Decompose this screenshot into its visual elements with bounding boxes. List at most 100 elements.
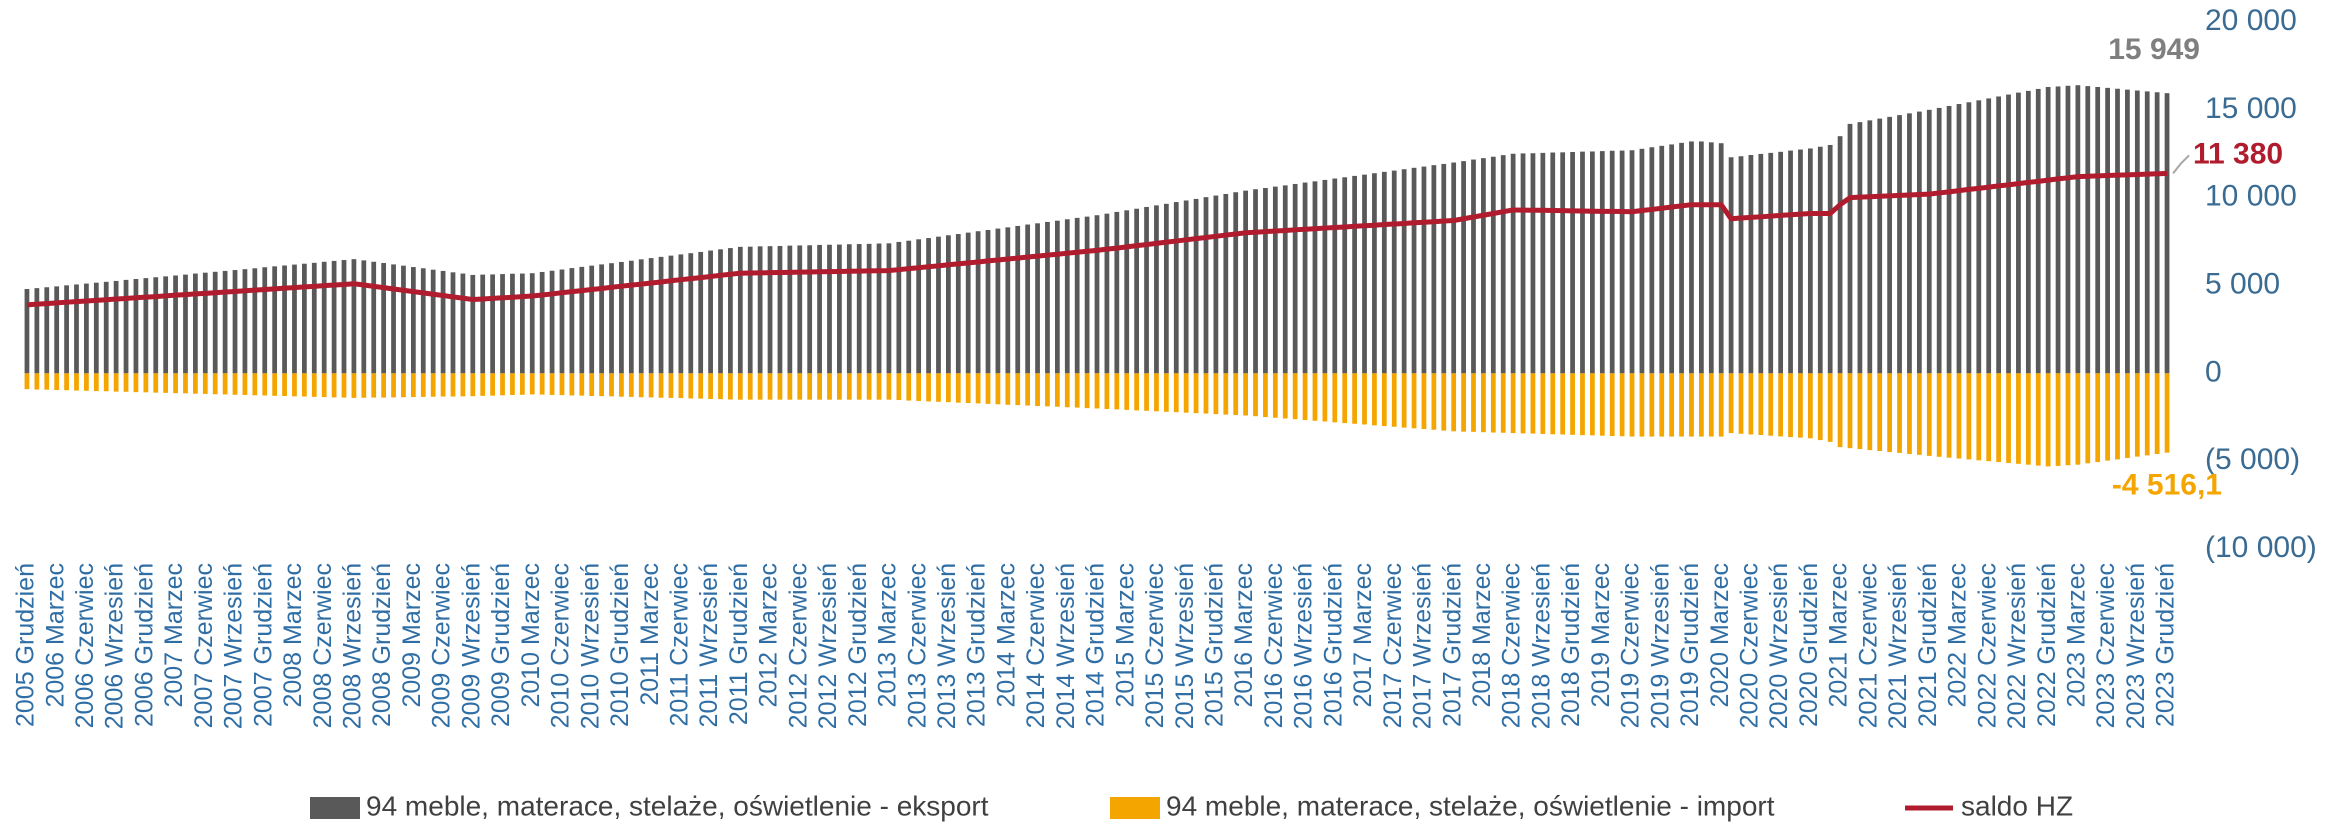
x-tick-label: 2013 Wrzesień — [933, 563, 961, 729]
bar — [1827, 373, 1833, 442]
bar — [1372, 173, 1377, 374]
x-tick-label: 2020 Grudzień — [1795, 563, 1823, 727]
bar — [1590, 151, 1595, 374]
bar — [609, 373, 614, 397]
bar — [222, 270, 228, 374]
bar — [936, 373, 941, 402]
bar — [1253, 373, 1258, 417]
bar — [420, 373, 426, 397]
bar — [1431, 373, 1437, 430]
bar — [1005, 227, 1011, 374]
bar — [1490, 373, 1496, 433]
bar — [1798, 149, 1803, 374]
bar — [1768, 152, 1774, 374]
bar — [420, 268, 426, 374]
bar — [44, 287, 50, 374]
bar — [1084, 373, 1090, 409]
bar — [1857, 373, 1863, 450]
bar — [1629, 150, 1635, 374]
bar — [341, 260, 347, 374]
legend-swatch — [1110, 797, 1160, 819]
bar — [1342, 177, 1348, 374]
x-tick-label: 2012 Wrzesień — [814, 563, 842, 729]
bar — [103, 373, 109, 392]
bar — [737, 373, 743, 400]
bar — [123, 373, 129, 392]
bar — [1490, 156, 1496, 374]
bar — [2045, 86, 2051, 374]
y-tick-label: (10 000) — [2205, 531, 2317, 564]
bar — [1094, 373, 1100, 409]
bar — [351, 259, 357, 374]
bar — [1292, 373, 1298, 420]
x-tick-label: 2017 Grudzień — [1438, 563, 1466, 727]
bar — [1272, 186, 1278, 374]
x-tick-label: 2022 Czerwiec — [1973, 563, 2001, 728]
bar — [1500, 373, 1506, 433]
bar — [946, 235, 951, 374]
bar — [1500, 155, 1506, 374]
bar — [807, 373, 813, 400]
x-tick-label: 2022 Grudzień — [2033, 563, 2061, 727]
bar — [1847, 373, 1853, 449]
bar — [1263, 373, 1268, 418]
y-tick-label: 10 000 — [2205, 180, 2297, 213]
bar — [232, 373, 238, 395]
bar — [837, 373, 842, 400]
bar — [837, 244, 842, 374]
bar — [1144, 206, 1149, 374]
bar — [2065, 373, 2071, 466]
bar — [2115, 88, 2120, 374]
bar — [1837, 373, 1843, 448]
x-tick-label: 2021 Czerwiec — [1854, 563, 1882, 728]
bar — [1926, 373, 1932, 456]
x-tick-label: 2019 Marzec — [1587, 563, 1615, 708]
bar — [1758, 153, 1764, 374]
y-tick-label: 5 000 — [2205, 267, 2280, 300]
bar — [1510, 373, 1516, 434]
bar — [2144, 373, 2150, 456]
bar — [1154, 373, 1159, 412]
x-tick-label: 2019 Wrzesień — [1646, 563, 1674, 729]
x-tick-label: 2023 Czerwiec — [2092, 563, 2120, 728]
x-tick-label: 2006 Czerwiec — [71, 563, 99, 728]
bar — [688, 253, 694, 374]
bar — [321, 261, 327, 374]
bar — [1134, 208, 1140, 374]
bar — [1629, 373, 1635, 437]
bar — [559, 373, 565, 396]
legend-label: saldo HZ — [1961, 790, 2073, 821]
bar — [747, 246, 753, 374]
line — [26, 170, 2168, 308]
bar — [401, 373, 406, 398]
bar — [1471, 159, 1476, 374]
bar — [2035, 373, 2041, 466]
bar — [1609, 150, 1615, 374]
bar — [1193, 198, 1199, 374]
x-tick-label: 2010 Wrzesień — [576, 563, 604, 729]
bar — [74, 284, 79, 374]
bar — [34, 373, 40, 390]
y-tick-label: 0 — [2205, 355, 2222, 388]
bar — [470, 373, 476, 397]
bar — [1748, 373, 1754, 435]
bar — [1738, 156, 1744, 374]
bar — [955, 234, 961, 374]
data-label: 15 949 — [2108, 33, 2200, 66]
bar — [1134, 373, 1140, 411]
bar — [619, 373, 624, 397]
bar — [1708, 373, 1714, 437]
bar — [846, 244, 852, 374]
x-tick-label: 2015 Czerwiec — [1141, 563, 1169, 728]
bar — [64, 285, 69, 374]
x-tick-label: 2021 Grudzień — [1914, 563, 1942, 727]
bar — [1956, 373, 1962, 459]
bar — [797, 245, 803, 374]
bar — [84, 373, 89, 391]
bar — [1411, 167, 1417, 374]
bar — [262, 373, 268, 396]
bar — [2055, 373, 2061, 466]
x-tick-label: 2010 Czerwiec — [547, 563, 575, 728]
bar — [2025, 373, 2031, 465]
